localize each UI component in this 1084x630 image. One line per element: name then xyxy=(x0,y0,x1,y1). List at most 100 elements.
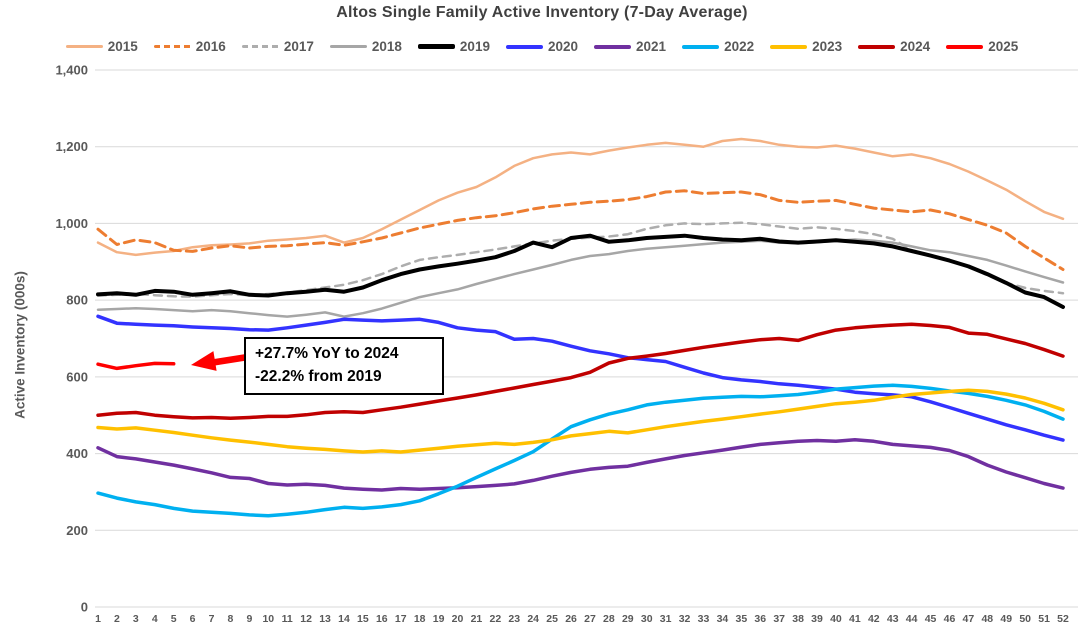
x-tick-label: 7 xyxy=(209,613,215,625)
legend-item-2023: 2023 xyxy=(770,39,842,54)
y-tick-label: 0 xyxy=(81,600,88,615)
x-tick-label: 4 xyxy=(152,613,158,625)
x-tick-label: 51 xyxy=(1038,613,1050,625)
y-tick-label: 200 xyxy=(66,523,88,538)
series-line-2023 xyxy=(96,388,1065,454)
x-tick-label: 15 xyxy=(357,613,369,625)
x-tick-label: 23 xyxy=(508,613,520,625)
legend-swatch-2018 xyxy=(329,45,367,48)
x-tick-label: 2 xyxy=(114,613,120,625)
x-tick-label: 50 xyxy=(1019,613,1031,625)
x-tick-label: 21 xyxy=(471,613,483,625)
legend-label-2025: 2025 xyxy=(988,39,1019,54)
legend-swatch-2024 xyxy=(858,44,896,49)
x-tick-label: 16 xyxy=(376,613,388,625)
legend-label-2018: 2018 xyxy=(371,39,402,54)
x-tick-label: 26 xyxy=(565,613,577,625)
legend-item-2018: 2018 xyxy=(329,39,402,54)
legend-item-2024: 2024 xyxy=(858,39,930,54)
legend-item-2017: 2017 xyxy=(241,39,314,54)
x-tick-label: 22 xyxy=(490,613,502,625)
legend-item-2016: 2016 xyxy=(153,39,226,54)
y-tick-label: 1,400 xyxy=(55,63,88,78)
annotation-arrow-head xyxy=(191,351,217,371)
series-line-2018 xyxy=(96,238,1065,318)
legend-swatch-2025 xyxy=(946,44,984,49)
x-tick-label: 52 xyxy=(1057,613,1069,625)
x-tick-label: 1 xyxy=(95,613,101,625)
annotation-line1: +27.7% YoY to 2024 xyxy=(255,345,399,362)
x-tick-label: 19 xyxy=(433,613,445,625)
y-tick-label: 800 xyxy=(66,293,88,308)
legend-swatch-2021 xyxy=(594,44,632,49)
x-tick-label: 47 xyxy=(963,613,975,625)
legend-swatch-2023 xyxy=(770,44,808,49)
x-tick-label: 17 xyxy=(395,613,407,625)
series-line-2024 xyxy=(96,322,1065,421)
legend-label-2024: 2024 xyxy=(900,39,931,54)
x-tick-label: 27 xyxy=(584,613,596,625)
series-line-2017 xyxy=(96,221,1065,298)
legend-swatch-2022 xyxy=(682,44,720,49)
x-tick-label: 44 xyxy=(906,613,918,625)
legend-swatch-2015 xyxy=(65,45,103,48)
x-tick-label: 13 xyxy=(319,613,331,625)
x-tick-label: 3 xyxy=(133,613,139,625)
x-tick-label: 42 xyxy=(868,613,880,625)
x-tick-label: 14 xyxy=(338,613,350,625)
legend-item-2019: 2019 xyxy=(417,39,490,54)
x-tick-label: 6 xyxy=(190,613,196,625)
annotation-line2: -22.2% from 2019 xyxy=(255,368,382,386)
y-tick-label: 600 xyxy=(66,369,88,384)
x-tick-label: 8 xyxy=(228,613,234,625)
legend-item-2025: 2025 xyxy=(946,39,1018,54)
series-line-2016 xyxy=(96,189,1065,271)
x-tick-label: 25 xyxy=(546,613,558,625)
x-tick-label: 46 xyxy=(944,613,956,625)
x-tick-label: 30 xyxy=(641,613,653,625)
y-tick-label: 400 xyxy=(66,446,88,461)
x-tick-label: 18 xyxy=(414,613,426,625)
x-tick-label: 48 xyxy=(981,613,993,625)
x-tick-label: 33 xyxy=(698,613,710,625)
legend-label-2023: 2023 xyxy=(812,39,843,54)
legend-label-2017: 2017 xyxy=(283,39,314,54)
x-tick-label: 28 xyxy=(603,613,615,625)
legend-label-2015: 2015 xyxy=(107,39,138,54)
series-line-2025 xyxy=(96,361,176,371)
annotation-callout: +27.7% YoY to 2024 -22.2% from 2019 xyxy=(244,337,444,395)
x-tick-label: 41 xyxy=(849,613,861,625)
legend-item-2020: 2020 xyxy=(505,39,579,54)
legend-label-2019: 2019 xyxy=(459,39,490,54)
x-tick-label: 36 xyxy=(754,613,766,625)
legend-label-2020: 2020 xyxy=(547,39,579,54)
x-tick-label: 32 xyxy=(679,613,691,625)
series-line-2015 xyxy=(96,137,1065,257)
legend-item-2015: 2015 xyxy=(65,39,138,54)
y-tick-label: 1,000 xyxy=(55,216,88,231)
x-tick-label: 10 xyxy=(262,613,274,625)
x-tick-label: 12 xyxy=(300,613,312,625)
legend-swatch-2020 xyxy=(505,44,543,49)
series-line-2021 xyxy=(96,438,1065,492)
x-tick-label: 5 xyxy=(171,613,177,625)
x-tick-label: 37 xyxy=(773,613,785,625)
legend-swatch-2019 xyxy=(417,44,455,49)
x-tick-label: 11 xyxy=(282,613,293,625)
series-line-2022 xyxy=(96,383,1065,518)
legend-swatch-2016 xyxy=(153,44,191,49)
x-tick-label: 24 xyxy=(527,613,539,625)
x-tick-label: 35 xyxy=(735,613,747,625)
x-tick-label: 34 xyxy=(717,613,729,625)
chart-legend: 2015 2016 2017 2018 2019 2020 2021 2022 2023 2024… xyxy=(0,39,1084,54)
x-tick-label: 20 xyxy=(452,613,464,625)
x-tick-label: 43 xyxy=(887,613,899,625)
legend-swatch-2017 xyxy=(241,45,279,48)
x-tick-label: 40 xyxy=(830,613,842,625)
chart-title: Altos Single Family Active Inventory (7-… xyxy=(336,4,748,21)
legend-item-2021: 2021 xyxy=(594,39,666,54)
x-tick-label: 38 xyxy=(792,613,804,625)
legend-label-2022: 2022 xyxy=(724,39,755,54)
